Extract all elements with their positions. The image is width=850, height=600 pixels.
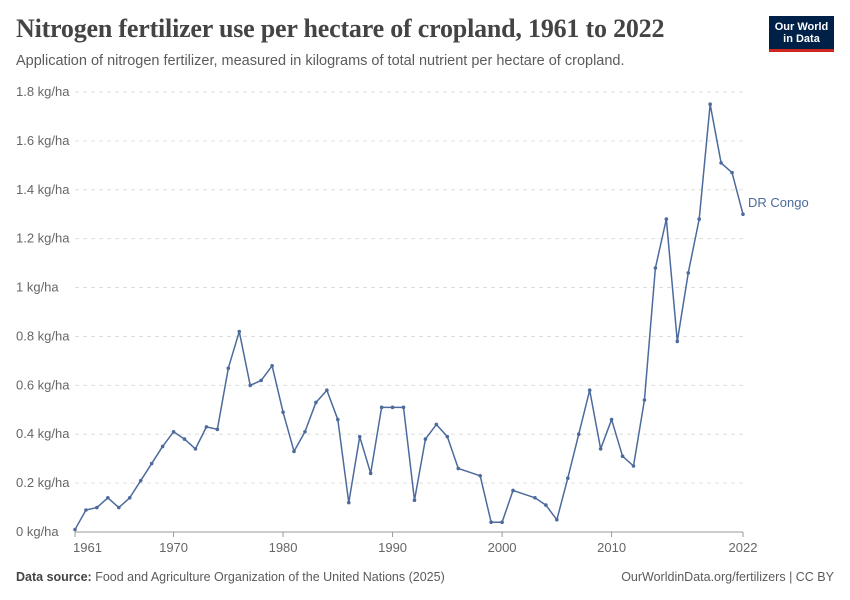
data-point (434, 422, 439, 427)
data-point (730, 170, 734, 175)
logo-line-2: in Data (783, 33, 820, 45)
x-tick-label: 1990 (378, 540, 407, 555)
y-tick-label: 1.4 kg/ha (16, 182, 70, 197)
x-tick-label: 1970 (159, 540, 188, 555)
data-point (106, 495, 110, 500)
data-point (215, 427, 220, 432)
data-point (226, 366, 231, 371)
data-point (73, 527, 77, 532)
data-point (511, 488, 515, 493)
data-point (368, 471, 373, 476)
gridlines (75, 91, 743, 533)
data-point (620, 454, 625, 459)
data-point (609, 417, 614, 422)
y-tick-label: 0.2 kg/ha (16, 475, 70, 490)
y-tick-label: 0 kg/ha (16, 524, 59, 539)
data-point (346, 500, 351, 505)
data-point (587, 388, 592, 393)
data-point (84, 508, 88, 512)
data-point (664, 217, 669, 221)
series-label: DR Congo (748, 195, 809, 210)
x-tick-label: 1980 (269, 540, 298, 555)
data-point (259, 378, 263, 383)
data-point (292, 449, 296, 454)
chart-subtitle: Application of nitrogen fertilizer, meas… (16, 53, 625, 69)
data-point (576, 432, 581, 437)
data-point (544, 503, 548, 507)
data-point (281, 410, 285, 415)
data-point (719, 161, 723, 165)
data-point (642, 398, 647, 402)
data-point (565, 476, 570, 481)
data-point (401, 405, 406, 410)
data-point (555, 517, 559, 522)
data-point (489, 520, 493, 525)
data-point (117, 505, 121, 510)
chart-title: Nitrogen fertilizer use per hectare of c… (16, 14, 665, 43)
y-tick-label: 0.6 kg/ha (16, 377, 70, 392)
data-source-text[interactable]: Food and Agriculture Organization of the… (95, 570, 445, 584)
owid-logo[interactable]: Our World in Data (769, 16, 834, 52)
data-point (237, 329, 242, 334)
data-point (171, 429, 176, 434)
data-point (357, 434, 362, 439)
data-source-label: Data source: (16, 570, 92, 584)
data-point (686, 271, 691, 275)
data-point (423, 437, 428, 441)
data-point (390, 405, 395, 410)
data-point (412, 498, 417, 503)
data-point (631, 464, 636, 468)
data-point (456, 466, 461, 471)
y-tick-label: 1.6 kg/ha (16, 133, 70, 148)
data-point (598, 447, 603, 451)
data-point (182, 437, 187, 441)
logo-line-1: Our World (774, 21, 829, 33)
y-tick-label: 1.2 kg/ha (16, 231, 70, 246)
y-tick-label: 1 kg/ha (16, 280, 59, 295)
data-point (149, 461, 154, 466)
data-point (204, 425, 209, 429)
data-point (478, 473, 482, 478)
data-point (127, 495, 132, 500)
data-point (741, 212, 745, 217)
data-point (95, 505, 99, 510)
data-point (708, 102, 712, 107)
data-point (336, 417, 340, 422)
data-source: Data source: Food and Agriculture Organi… (16, 570, 445, 584)
x-tick-label: 2010 (597, 540, 626, 555)
series-line (74, 103, 744, 530)
x-tick-label: 1961 (73, 540, 102, 555)
y-tick-label: 0.8 kg/ha (16, 328, 70, 343)
data-point (248, 383, 253, 388)
x-axis-ticks: 1961 1970 1980 1990 2000 2010 2022 (73, 532, 757, 555)
y-axis-ticks: 0 kg/ha 0.2 kg/ha 0.4 kg/ha 0.6 kg/ha 0.8 kg… (16, 84, 70, 539)
credit-link[interactable]: OurWorldinData.org/fertilizers | CC BY (621, 570, 834, 584)
data-point (500, 520, 504, 525)
data-point (445, 434, 450, 439)
y-tick-label: 0.4 kg/ha (16, 426, 70, 441)
data-point (379, 405, 384, 410)
data-point (303, 429, 307, 434)
data-point (533, 495, 537, 500)
data-point (314, 400, 318, 405)
series-lines: DR Congo (73, 102, 809, 532)
x-tick-label: 2000 (488, 540, 517, 555)
data-point (697, 217, 701, 221)
data-point (193, 447, 198, 451)
data-point (675, 339, 680, 344)
data-point (325, 388, 329, 393)
data-point (270, 363, 274, 368)
data-point (653, 266, 658, 270)
y-tick-label: 1.8 kg/ha (16, 84, 70, 99)
data-point (160, 444, 165, 449)
x-tick-label: 2022 (729, 540, 758, 555)
data-point (138, 478, 143, 483)
